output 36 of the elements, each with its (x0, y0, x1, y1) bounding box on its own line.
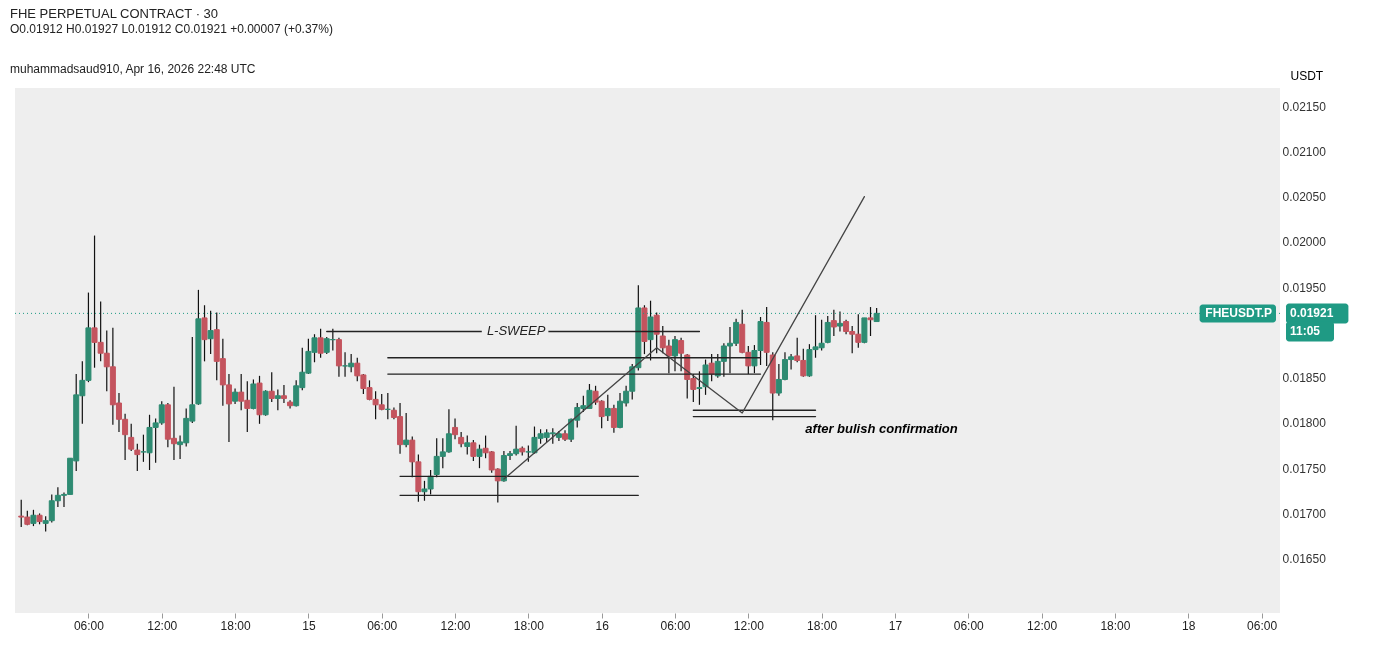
y-axis-title: USDT (1290, 68, 1324, 83)
x-tick-label: 06:00 (1247, 618, 1278, 633)
x-tick-label: 06:00 (660, 618, 691, 633)
x-tick-label: 18 (1182, 618, 1196, 633)
y-tick-label: 0.01950 (1282, 280, 1327, 295)
x-tick-label: 15 (302, 618, 316, 633)
x-tick-label: 06:00 (953, 618, 985, 633)
x-tick-label: 18:00 (807, 618, 838, 633)
annotation: after bulish confirmation (805, 421, 958, 437)
chart-title: FHE PERPETUAL CONTRACT · 30 (10, 6, 219, 21)
x-tick-label: 06:00 (367, 618, 398, 633)
y-tick-label: 0.02100 (1282, 144, 1327, 159)
y-tick-label: 0.02050 (1282, 190, 1327, 205)
chart-subtitle: O0.01912 H0.01927 L0.01912 C0.01921 +0.00007 (+0.37%) (10, 22, 333, 36)
x-tick-label: 17 (888, 618, 903, 633)
text: muhammadsaud910, Apr 16, 2026 22:48 UTC (10, 62, 256, 76)
x-tick-label: 18:00 (1100, 618, 1131, 633)
ref-line-label: FHEUSDT.P (1205, 306, 1272, 321)
text: 0.01921 (1290, 306, 1334, 321)
x-tick-label: 12:00 (1027, 618, 1058, 633)
x-tick-label: 12:00 (147, 618, 178, 633)
x-tick-label: 18:00 (220, 618, 251, 633)
y-tick-label: 0.02000 (1282, 235, 1327, 250)
y-tick-label: 0.01700 (1282, 506, 1327, 521)
y-tick-label: 0.02150 (1282, 99, 1327, 114)
text: 11:05 (1290, 324, 1321, 339)
annotation: L-SWEEP (486, 323, 546, 339)
x-tick-label: 18:00 (513, 618, 545, 633)
x-tick-label: 12:00 (733, 618, 765, 633)
y-tick-label: 0.01850 (1282, 371, 1327, 386)
y-tick-label: 0.01650 (1282, 552, 1327, 567)
x-tick-label: 12:00 (440, 618, 471, 633)
y-tick-label: 0.01800 (1282, 416, 1327, 431)
x-tick-label: 06:00 (73, 618, 105, 633)
y-tick-label: 0.01750 (1282, 461, 1327, 476)
x-tick-label: 16 (595, 618, 610, 633)
